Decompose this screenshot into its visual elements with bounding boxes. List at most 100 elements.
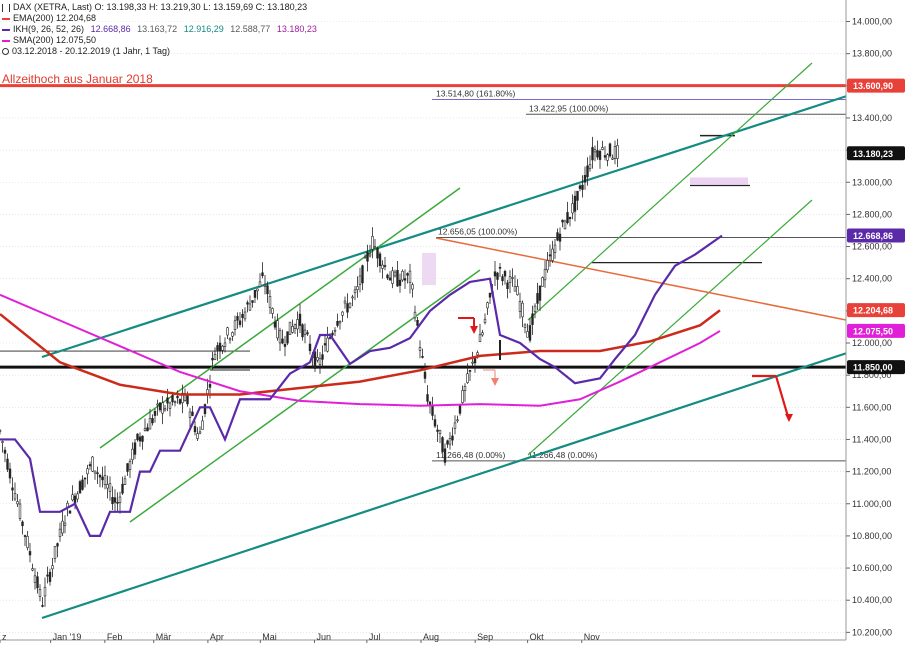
- candle-body: [578, 185, 582, 189]
- legend-ema[interactable]: EMA(200) 12.204,68: [2, 13, 317, 24]
- candle-body: [11, 487, 14, 491]
- candle-body: [573, 195, 577, 212]
- candle-body: [211, 357, 214, 361]
- candle-body: [606, 154, 609, 161]
- candle-body: [81, 479, 84, 490]
- candle-body: [8, 468, 12, 479]
- teal-support-trendline: [41, 350, 851, 620]
- candle-body: [218, 342, 222, 352]
- candle-body: [128, 460, 132, 470]
- candle-body: [301, 324, 304, 338]
- candle-body: [403, 278, 407, 281]
- sma-200-line: [0, 293, 721, 407]
- candle-body: [108, 483, 112, 492]
- legend-ikh[interactable]: IKH(9, 26, 52, 26) 12.668,86 13.163,72 1…: [2, 24, 317, 35]
- annotations: [458, 317, 793, 422]
- candle-body: [526, 331, 529, 338]
- fib-label: 13.422,95 (100.00%): [529, 103, 609, 113]
- candle-body: [243, 311, 247, 320]
- price-label-box: [847, 78, 905, 93]
- candle-body: [323, 343, 327, 346]
- candle-body: [121, 483, 124, 494]
- candle-body: [96, 472, 99, 475]
- y-tick-label: 10.200,00: [852, 627, 892, 637]
- candle-body: [18, 503, 22, 519]
- candle-body: [441, 437, 444, 452]
- chart-legend: DAX (XETRA, Last) O: 13.198,33 H: 13.219…: [2, 2, 317, 57]
- candle-body: [333, 329, 337, 332]
- level-lines: 13.514,80 (161.80%) 13.422,95 (100.00%) 12…: [0, 84, 846, 462]
- candle-body: [203, 404, 207, 414]
- candle-body: [0, 430, 2, 432]
- ohlc-readout: DAX (XETRA, Last) O: 13.198,33 H: 13.219…: [13, 2, 308, 12]
- candle-body: [531, 313, 534, 325]
- candle-body: [363, 256, 367, 259]
- candle-body: [201, 420, 204, 430]
- candle-body: [256, 288, 259, 292]
- candle-body: [591, 147, 594, 161]
- y-tick-label: 11.400,00: [852, 434, 891, 444]
- candle-body: [253, 289, 257, 298]
- green-channel-lower: [129, 269, 481, 523]
- legend-sma[interactable]: SMA(200) 12.075,50: [2, 35, 317, 46]
- candle-body: [123, 478, 127, 485]
- y-tick-label: 11.600,00: [852, 402, 891, 412]
- candle-body: [356, 286, 359, 290]
- candle-body: [53, 546, 57, 559]
- candle-body: [196, 433, 199, 439]
- candle-body: [191, 411, 194, 416]
- candle-body: [413, 311, 417, 319]
- candle-body: [321, 354, 324, 360]
- time-axis: z Jan '19 Feb Mär Apr Mai Jun Jul Aug Sep Okt Nov: [0, 632, 846, 643]
- candle-body: [566, 212, 569, 223]
- fib-label: 11.266,48 (0.00%): [528, 450, 597, 460]
- candle-body: [433, 419, 437, 427]
- candle-body: [133, 442, 137, 455]
- candle-body: [551, 248, 554, 261]
- candle-body: [368, 253, 372, 257]
- candle-body: [513, 285, 517, 292]
- candle-body: [521, 302, 524, 318]
- candle-body: [318, 358, 322, 366]
- grid-lines: [0, 21, 846, 633]
- legend-title: DAX (XETRA, Last) O: 13.198,33 H: 13.219…: [2, 2, 317, 13]
- candle-body: [346, 303, 349, 313]
- candle-body: [233, 320, 237, 330]
- candle-body: [263, 284, 267, 287]
- sma-swatch: [2, 39, 10, 42]
- candle-body: [476, 352, 479, 356]
- candle-body: [503, 271, 507, 277]
- candle-body: [598, 150, 602, 160]
- ema-swatch: [2, 17, 10, 20]
- candle-body: [16, 501, 19, 505]
- candle-body: [98, 474, 102, 478]
- down-trendline: [435, 237, 847, 321]
- candle-body: [148, 418, 152, 430]
- candle-body: [561, 219, 564, 223]
- candle-body: [518, 301, 522, 312]
- candle-body: [348, 302, 352, 308]
- candle-body: [291, 326, 294, 333]
- x-tick-label: Jul: [369, 632, 381, 642]
- candle-body: [103, 475, 107, 485]
- candle-body: [151, 417, 154, 424]
- candle-body: [21, 521, 24, 527]
- candle-body: [171, 395, 174, 403]
- candle-body: [443, 448, 447, 463]
- candle-body: [586, 165, 589, 178]
- y-tick-label: 13.800,00: [852, 49, 892, 59]
- price-label-text: 12.075,50: [853, 326, 893, 336]
- candle-body: [478, 334, 482, 343]
- ikh-value-5: 13.180,23: [276, 24, 317, 34]
- candle-body: [143, 428, 147, 431]
- candle-body: [391, 270, 394, 284]
- candle-body: [106, 484, 109, 489]
- candle-body: [6, 458, 9, 470]
- candle-body: [283, 344, 287, 347]
- gap-zone: [422, 252, 436, 286]
- green-channel-upper-2: [527, 62, 813, 321]
- price-label-box: [847, 360, 905, 375]
- fib-label: 13.514,80 (161.80%): [436, 88, 516, 98]
- ikh-swatch: [2, 28, 10, 31]
